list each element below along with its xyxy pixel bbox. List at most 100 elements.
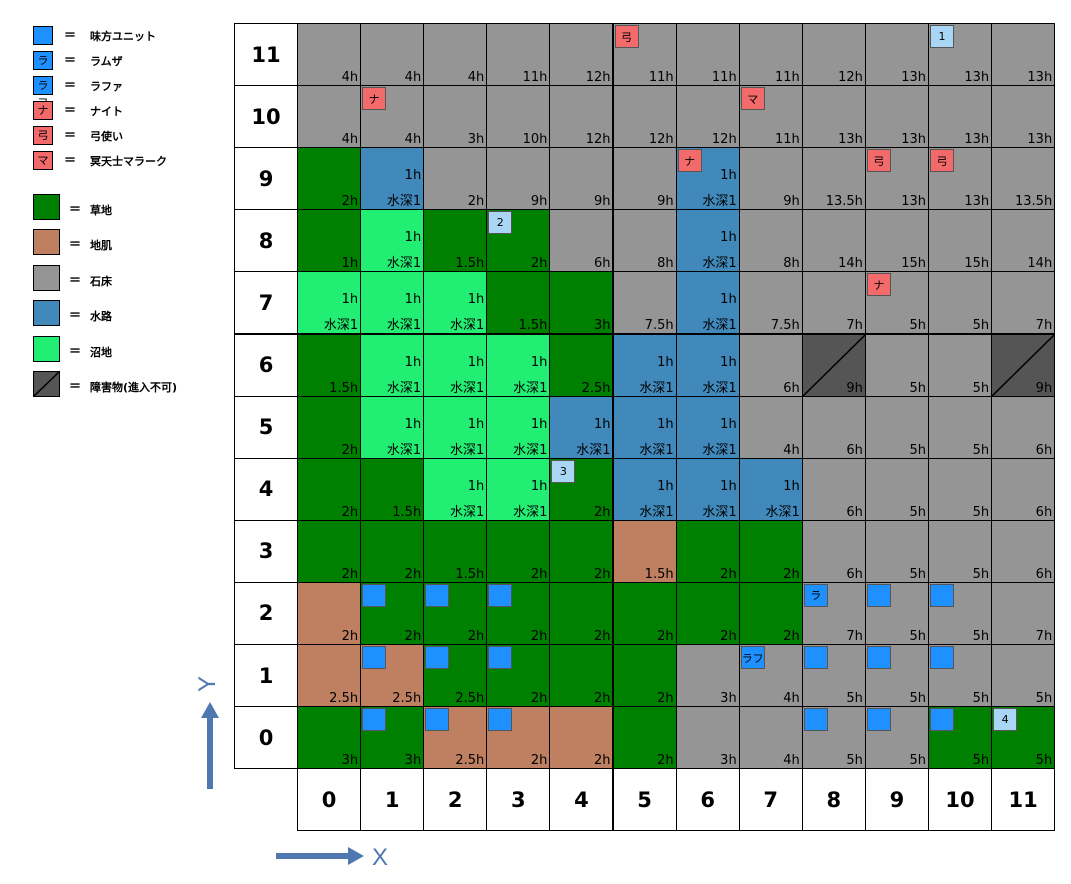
map-tile-stone[interactable]: 4h [738, 706, 803, 770]
ally-unit-marker[interactable] [488, 646, 513, 669]
map-tile-water[interactable]: 1h 水深1 [612, 395, 677, 459]
map-tile-swamp[interactable]: 1h 水深1 [423, 333, 488, 397]
map-tile-stone[interactable]: 8h [612, 209, 677, 273]
placement-marker[interactable]: 3 [551, 459, 576, 483]
map-tile-dirt[interactable]: 1.5h [612, 519, 677, 583]
map-tile-water[interactable]: 1h 水深1 [360, 147, 425, 211]
map-tile-swamp[interactable]: 1h 水深1 [360, 395, 425, 459]
map-tile-grass[interactable]: 1.5h [297, 333, 362, 397]
map-tile-stone[interactable]: 6h [991, 457, 1056, 521]
map-tile-stone[interactable]: 5h [864, 644, 929, 708]
placement-marker[interactable]: 2 [488, 211, 513, 235]
map-tile-stone[interactable]: 13h 弓 [864, 147, 929, 211]
map-tile-grass[interactable]: 5h [928, 706, 993, 770]
map-tile-stone[interactable]: 12h [801, 23, 866, 87]
ally-unit-marker[interactable] [425, 708, 450, 732]
ally-unit-marker[interactable] [866, 708, 891, 732]
map-tile-grass[interactable]: 2h [486, 519, 551, 583]
map-tile-grass[interactable]: 2h [612, 581, 677, 645]
map-tile-stone[interactable]: 3h [423, 85, 488, 149]
map-tile-stone[interactable]: 9h [738, 147, 803, 211]
map-tile-stone[interactable]: 11h [486, 23, 551, 87]
map-tile-stone[interactable]: 9h [612, 147, 677, 211]
map-tile-water[interactable]: 1h 水深1 [738, 457, 803, 521]
map-tile-stone[interactable]: 7h ラ [801, 581, 866, 645]
ally-unit-marker[interactable] [803, 708, 828, 732]
map-tile-grass[interactable]: 2.5h [549, 333, 614, 397]
enemy-unit-marker[interactable]: マ [740, 87, 765, 111]
ally-unit-marker[interactable]: ラ [803, 583, 828, 607]
map-tile-grass[interactable]: 5h 4 [991, 706, 1056, 770]
map-tile-grass[interactable]: 2h [675, 519, 740, 583]
map-tile-stone[interactable]: 5h [801, 644, 866, 708]
ally-unit-marker[interactable] [362, 646, 387, 669]
map-tile-stone[interactable]: 13h [928, 85, 993, 149]
map-tile-water[interactable]: 1h 水深1 [675, 209, 740, 273]
map-tile-stone[interactable]: 5h [864, 457, 929, 521]
map-tile-stone[interactable]: 13h [801, 85, 866, 149]
map-tile-grass[interactable]: 2h [675, 581, 740, 645]
map-tile-grass[interactable]: 1.5h [486, 271, 551, 335]
map-tile-stone[interactable]: 7h [801, 271, 866, 335]
map-tile-stone[interactable]: 15h [864, 209, 929, 273]
map-tile-stone[interactable]: 3h [675, 706, 740, 770]
map-tile-swamp[interactable]: 1h 水深1 [360, 271, 425, 335]
map-tile-grass[interactable]: 3h [297, 706, 362, 770]
ally-unit-marker[interactable] [866, 646, 891, 669]
map-tile-stone[interactable]: 4h [738, 395, 803, 459]
map-tile-stone[interactable]: 5h [864, 333, 929, 397]
ally-unit-marker[interactable] [930, 646, 954, 669]
map-tile-stone[interactable]: 5h [864, 581, 929, 645]
map-tile-dirt[interactable]: 2.5h [360, 644, 425, 708]
map-tile-stone[interactable]: 11h マ [738, 85, 803, 149]
enemy-unit-marker[interactable]: ナ [362, 87, 387, 111]
ally-unit-marker[interactable] [803, 646, 828, 669]
map-tile-water[interactable]: 1h 水深1 [675, 395, 740, 459]
map-tile-stone[interactable]: 13.5h [991, 147, 1056, 211]
map-tile-water[interactable]: 1h 水深1 ナ [675, 147, 740, 211]
map-tile-grass[interactable]: 2h [486, 644, 551, 708]
map-tile-stone[interactable]: 7.5h [738, 271, 803, 335]
map-tile-stone[interactable]: 12h [549, 85, 614, 149]
map-tile-stone[interactable]: 6h [801, 519, 866, 583]
map-tile-stone[interactable]: 6h [991, 519, 1056, 583]
map-tile-stone[interactable]: 9h [549, 147, 614, 211]
enemy-unit-marker[interactable]: 弓 [866, 149, 891, 173]
map-tile-stone[interactable]: 13h [864, 85, 929, 149]
map-tile-stone[interactable]: 7h [991, 271, 1056, 335]
map-tile-stone[interactable]: 2h [423, 147, 488, 211]
map-tile-stone[interactable]: 5h [928, 271, 993, 335]
map-tile-dirt[interactable]: 2h [297, 581, 362, 645]
map-tile-stone[interactable]: 4h [360, 23, 425, 87]
map-tile-stone[interactable]: 4h [297, 23, 362, 87]
map-tile-stone[interactable]: 13h [991, 85, 1056, 149]
map-tile-swamp[interactable]: 1h 水深1 [360, 333, 425, 397]
map-tile-stone[interactable]: 13h [991, 23, 1056, 87]
map-tile-stone[interactable]: 5h [928, 333, 993, 397]
enemy-unit-marker[interactable]: 弓 [614, 25, 639, 48]
map-tile-grass[interactable]: 2h [360, 581, 425, 645]
map-tile-stone[interactable]: 5h [928, 644, 993, 708]
map-tile-stone[interactable]: 11h [675, 23, 740, 87]
map-tile-block[interactable]: 9h [991, 333, 1056, 397]
map-tile-grass[interactable]: 2h [738, 519, 803, 583]
map-tile-stone[interactable]: 13h 弓 [928, 147, 993, 211]
map-tile-grass[interactable]: 1.5h [423, 209, 488, 273]
map-tile-water[interactable]: 1h 水深1 [675, 333, 740, 397]
map-tile-stone[interactable]: 14h [801, 209, 866, 273]
enemy-unit-marker[interactable]: ナ [677, 149, 702, 173]
map-tile-dirt[interactable]: 2.5h [423, 706, 488, 770]
map-tile-swamp[interactable]: 1h 水深1 [423, 395, 488, 459]
map-tile-stone[interactable]: 8h [738, 209, 803, 273]
map-tile-swamp[interactable]: 1h 水深1 [360, 209, 425, 273]
map-tile-stone[interactable]: 12h [612, 85, 677, 149]
map-tile-grass[interactable]: 2h [549, 644, 614, 708]
enemy-unit-marker[interactable]: ナ [866, 273, 891, 297]
map-tile-grass[interactable]: 1.5h [423, 519, 488, 583]
map-tile-grass[interactable]: 2h [486, 581, 551, 645]
ally-unit-marker[interactable] [362, 708, 387, 732]
ally-unit-marker[interactable] [930, 708, 954, 732]
map-tile-grass[interactable]: 1.5h [360, 457, 425, 521]
map-tile-stone[interactable]: 7h [991, 581, 1056, 645]
map-tile-grass[interactable]: 2h [297, 519, 362, 583]
